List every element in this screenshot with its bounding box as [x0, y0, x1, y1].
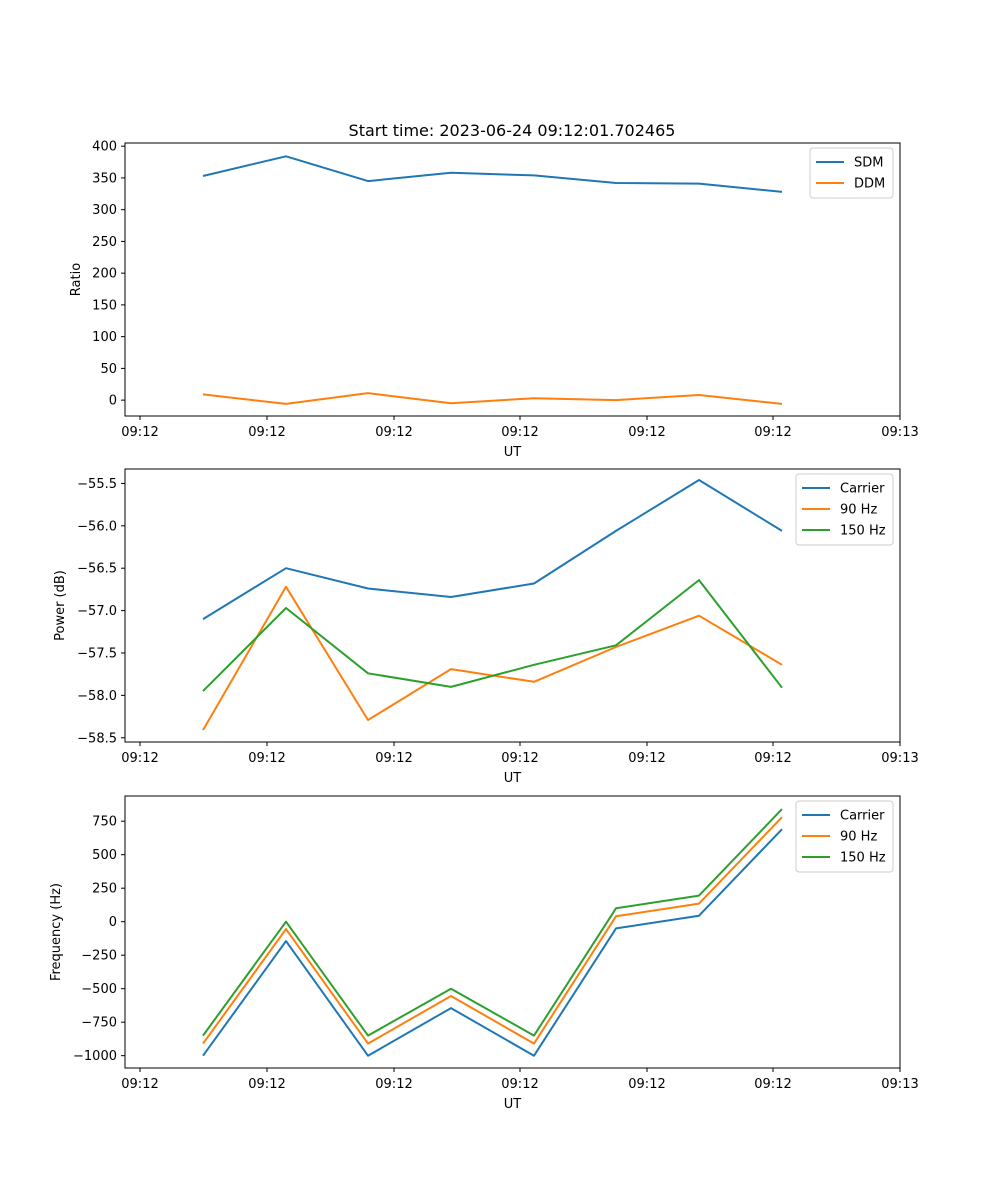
- series-line-150-hz: [202, 808, 783, 1037]
- x-tick-label: 09:12: [754, 425, 791, 440]
- y-tick-label: 750: [92, 815, 117, 830]
- y-tick-label: 100: [92, 330, 117, 345]
- y-tick-label: −55.5: [77, 477, 117, 492]
- x-tick-label: 09:13: [881, 1077, 918, 1092]
- axes-frame: [124, 468, 901, 743]
- legend: Carrier 90 Hz 150 Hz: [795, 800, 894, 873]
- x-tick-label: 09:12: [375, 1077, 412, 1092]
- y-tick-label: −1000: [73, 1049, 117, 1064]
- series-line-sdm: [202, 155, 783, 193]
- x-tick-label: 09:12: [121, 425, 158, 440]
- x-tick-label: 09:12: [121, 1077, 158, 1092]
- subplot-3: 09:12 09:12 09:12 09:12 09:12 09:12 09:13 −1000…: [49, 795, 919, 1112]
- y-tick-label: −56.0: [77, 519, 117, 534]
- legend-label: 150 Hz: [840, 851, 886, 866]
- y-tick-label: 200: [92, 267, 117, 282]
- x-axis-label: UT: [504, 1097, 522, 1112]
- x-tick-label: 09:12: [501, 425, 538, 440]
- x-tick-label: 09:12: [248, 751, 285, 766]
- y-tick-label: 400: [92, 140, 117, 155]
- legend-label: 90 Hz: [840, 503, 877, 518]
- series-line-90-hz: [202, 816, 783, 1045]
- series-line-ddm: [202, 392, 783, 405]
- x-tick-label: 09:12: [121, 751, 158, 766]
- x-tick-label: 09:12: [248, 1077, 285, 1092]
- y-tick-label: 0: [109, 394, 117, 409]
- x-tick-label: 09:12: [375, 751, 412, 766]
- y-axis-label: Power (dB): [53, 570, 68, 641]
- y-tick-label: −57.5: [77, 646, 117, 661]
- y-tick-label: −58.5: [77, 731, 117, 746]
- y-tick-label: −56.5: [77, 562, 117, 577]
- series-line-90-hz: [202, 585, 783, 731]
- legend-label: 90 Hz: [840, 830, 877, 845]
- legend-label: SDM: [854, 156, 883, 171]
- y-tick-label: 350: [92, 171, 117, 186]
- x-tick-label: 09:12: [248, 425, 285, 440]
- legend-label: 150 Hz: [840, 524, 886, 539]
- legend: SDM DDM: [809, 147, 894, 199]
- legend-label: Carrier: [840, 482, 885, 497]
- x-tick-label: 09:12: [754, 751, 791, 766]
- x-tick-label: 09:12: [375, 425, 412, 440]
- series-line-carrier: [202, 479, 783, 620]
- y-tick-label: 0: [109, 915, 117, 930]
- y-tick-label: −500: [81, 982, 117, 997]
- subplot-2: 09:12 09:12 09:12 09:12 09:12 09:12 09:13 −58.5…: [53, 468, 919, 786]
- axes-frame: [124, 795, 901, 1069]
- x-tick-label: 09:12: [754, 1077, 791, 1092]
- y-tick-label: 500: [92, 848, 117, 863]
- x-axis-label: UT: [504, 445, 522, 460]
- x-tick-label: 09:12: [628, 425, 665, 440]
- x-tick-label: 09:12: [501, 751, 538, 766]
- x-tick-label: 09:12: [628, 1077, 665, 1092]
- y-tick-label: −58.0: [77, 689, 117, 704]
- x-tick-label: 09:12: [501, 1077, 538, 1092]
- y-tick-label: 300: [92, 203, 117, 218]
- y-tick-label: −750: [81, 1016, 117, 1031]
- legend-label: Carrier: [840, 809, 885, 824]
- y-tick-label: −250: [81, 949, 117, 964]
- subplot-1: 09:12 09:12 09:12 09:12 09:12 09:12 09:13 0 50 10…: [69, 140, 919, 460]
- axes-frame: [124, 142, 901, 417]
- y-tick-label: 250: [92, 882, 117, 897]
- y-axis-label: Ratio: [69, 263, 84, 296]
- legend-box: [795, 800, 894, 873]
- y-tick-label: −57.0: [77, 604, 117, 619]
- figure-title: Start time: 2023-06-24 09:12:01.702465: [349, 121, 676, 140]
- x-tick-label: 09:13: [881, 751, 918, 766]
- series-line-carrier: [202, 828, 783, 1057]
- legend-box: [809, 147, 894, 199]
- y-tick-label: 50: [100, 362, 117, 377]
- series-line-150-hz: [202, 579, 783, 692]
- y-tick-label: 150: [92, 298, 117, 313]
- y-tick-label: 250: [92, 235, 117, 250]
- legend-label: DDM: [854, 177, 885, 192]
- x-tick-label: 09:13: [881, 425, 918, 440]
- y-axis-label: Frequency (Hz): [49, 883, 64, 981]
- x-tick-label: 09:12: [628, 751, 665, 766]
- legend-box: [795, 473, 894, 546]
- legend: Carrier 90 Hz 150 Hz: [795, 473, 894, 546]
- x-axis-label: UT: [504, 771, 522, 786]
